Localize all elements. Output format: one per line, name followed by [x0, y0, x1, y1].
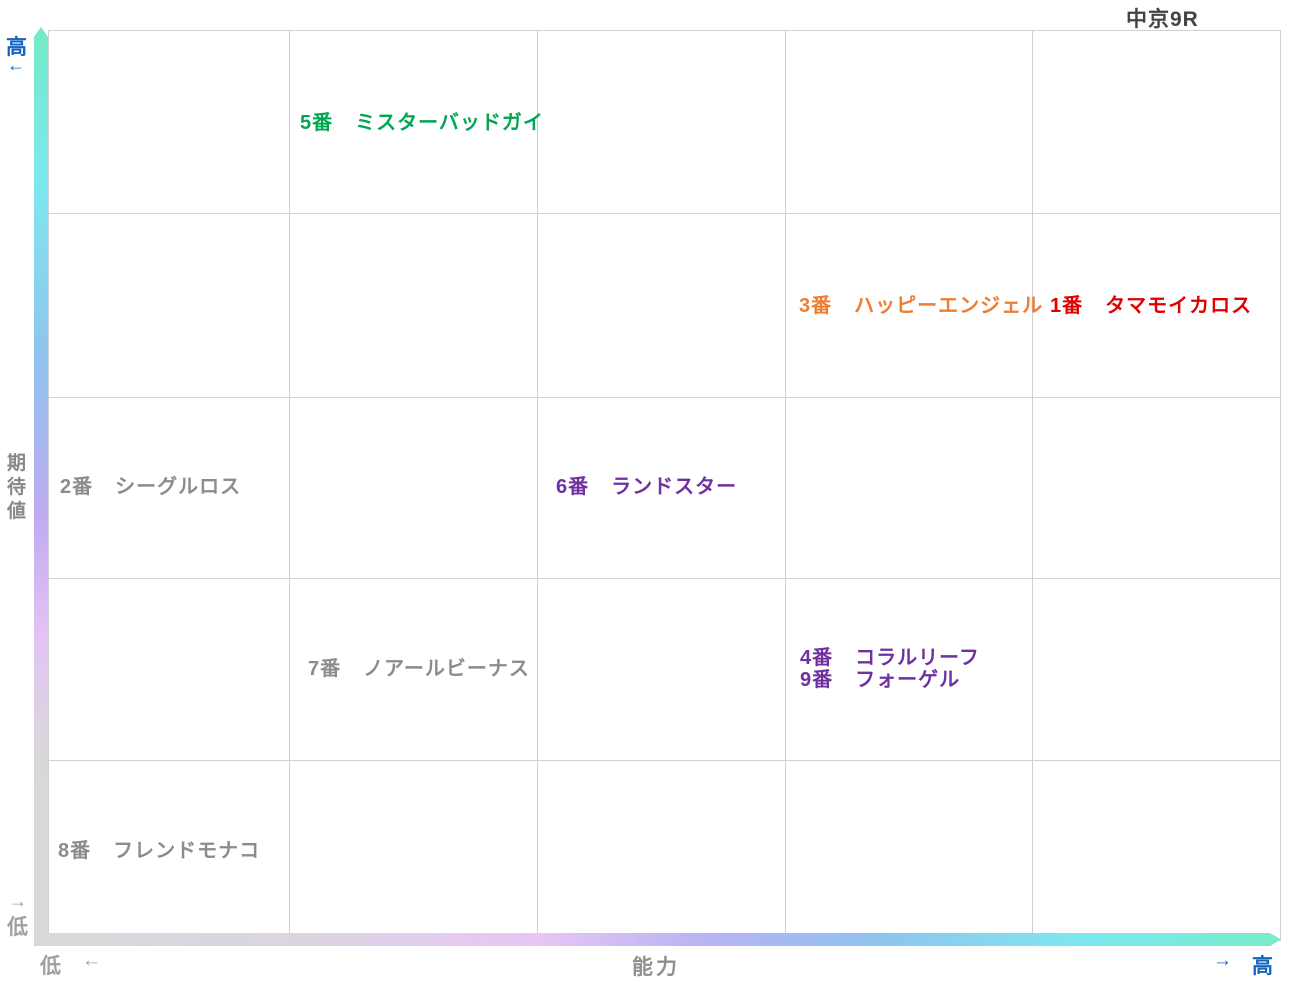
x-axis-high-label: 高	[1252, 955, 1273, 978]
x-axis-low-arrow-icon: ←	[82, 950, 101, 971]
horse-name: ミスターバッドガイ	[355, 112, 544, 134]
y-axis-high-label: 高	[6, 36, 27, 59]
grid-line-h1	[49, 213, 1280, 214]
horse-number: 5番	[300, 112, 334, 134]
horse-number: 6番	[556, 476, 590, 498]
horse-name: ハッピーエンジェル	[854, 295, 1044, 317]
horse-name: ノアールビーナス	[363, 658, 530, 680]
y-axis-low-arrow-icon: →	[9, 891, 27, 911]
horse-name: タマモイカロス	[1105, 295, 1253, 317]
horse-label-6: 6番 ランドスター	[556, 476, 737, 498]
horse-number: 4番	[800, 647, 834, 669]
y-axis-gradient-bar	[34, 27, 48, 946]
horse-label-3: 3番 ハッピーエンジェル	[799, 295, 1043, 317]
horse-number: 9番	[800, 669, 834, 691]
x-axis-gradient-bar	[34, 933, 1281, 946]
grid-line-h3	[49, 578, 1280, 579]
horse-number: 3番	[799, 295, 833, 317]
x-axis-title: 能力	[632, 956, 680, 979]
y-axis-title: 期 待 値	[7, 452, 26, 524]
y-axis-low-label: 低	[7, 916, 28, 939]
grid-line-h2	[49, 397, 1280, 398]
horse-name: フォーゲル	[855, 669, 961, 691]
x-axis-high-arrow-icon: →	[1213, 950, 1232, 971]
horse-name: シーグルロス	[115, 476, 242, 498]
horse-label-8: 8番 フレンドモナコ	[58, 840, 260, 862]
y-axis-title-char: 値	[7, 501, 27, 522]
grid-line-v3	[785, 31, 786, 940]
horse-number: 2番	[60, 476, 94, 498]
y-axis-title-char: 期	[7, 453, 27, 474]
horse-name: フレンドモナコ	[113, 840, 261, 862]
grid-line-v1	[289, 31, 290, 940]
horse-number: 8番	[58, 840, 92, 862]
horse-label-2: 2番 シーグルロス	[60, 476, 241, 498]
grid-line-v2	[537, 31, 538, 940]
horse-label-4: 4番 コラルリーフ	[800, 647, 980, 669]
plot-area	[48, 30, 1281, 941]
horse-name: ランドスター	[611, 476, 738, 498]
horse-label-5: 5番 ミスターバッドガイ	[300, 112, 544, 134]
horse-name: コラルリーフ	[855, 647, 980, 669]
horse-number: 1番	[1050, 295, 1084, 317]
x-axis-low-label: 低	[40, 955, 61, 978]
horse-label-9: 9番 フォーゲル	[800, 669, 960, 691]
race-title: 中京9R	[1126, 8, 1199, 31]
grid-line-h4	[49, 760, 1280, 761]
y-axis-high-arrow-icon: ←	[7, 55, 25, 75]
horse-number: 7番	[308, 658, 342, 680]
horse-label-7: 7番 ノアールビーナス	[308, 658, 530, 680]
grid-line-v4	[1032, 31, 1033, 940]
horse-label-1: 1番 タマモイカロス	[1050, 295, 1252, 317]
y-axis-title-char: 待	[7, 477, 27, 498]
